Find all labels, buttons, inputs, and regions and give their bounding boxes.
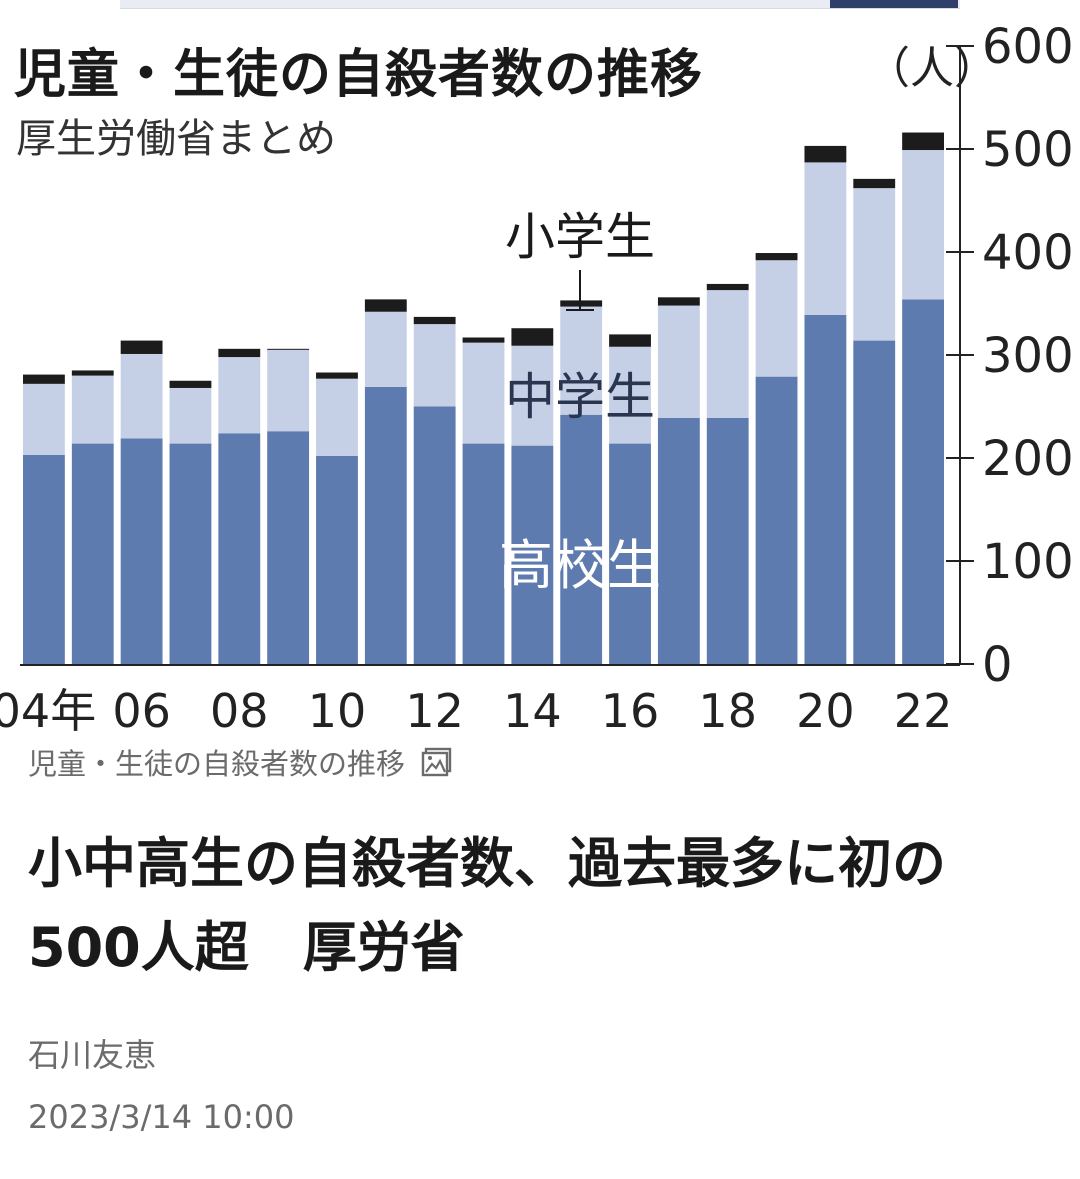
x-tick-label: 04年 [0, 684, 96, 738]
bar-segment-elementary [413, 316, 456, 325]
bar-segment-elementary [853, 178, 896, 189]
bar-segment-high-school [316, 455, 358, 664]
bar-segment-high-school [609, 443, 651, 664]
chart-figure[interactable]: 0 100 200 300 400 500 600 04年 06 08 10 12 14 16 18 20 22… [0, 14, 1080, 738]
image-icon[interactable] [421, 746, 453, 778]
bar-segment-junior-high [218, 357, 261, 434]
bar-segment-elementary [218, 348, 261, 358]
bar-segment-elementary [511, 328, 554, 346]
bar-segment-junior-high [609, 346, 651, 444]
bar-segment-high-school [853, 340, 896, 664]
bar-segment-junior-high [364, 311, 407, 387]
bar-segment-junior-high [462, 342, 505, 444]
x-tick-label: 16 [601, 684, 660, 738]
series-label-junior-high: 中学生 [505, 368, 655, 426]
bar-segment-junior-high [267, 349, 310, 432]
article-headline: 小中高生の自殺者数、過去最多に初の500人超 厚労省 [28, 832, 946, 979]
bar-segment-junior-high [316, 378, 358, 456]
x-tick-label: 12 [405, 684, 464, 738]
bar-segment-junior-high [560, 306, 603, 415]
bar-segment-high-school [657, 417, 700, 664]
y-tick-label: 300 [982, 328, 1074, 384]
series-label-high-school: 高校生 [499, 534, 661, 597]
x-tick-label: 20 [796, 684, 855, 738]
bar-segment-junior-high [169, 387, 212, 444]
bar-segment-high-school [120, 438, 163, 664]
x-tick-label: 08 [210, 684, 269, 738]
bar-segment-high-school [706, 417, 749, 664]
bar-segment-junior-high [413, 324, 456, 407]
bar-segment-junior-high [23, 383, 65, 455]
bar-segment-elementary [657, 297, 700, 306]
bar-segment-elementary [902, 132, 944, 151]
x-tick-label: 06 [112, 684, 171, 738]
bar-segment-elementary [71, 370, 114, 376]
bar-segment-high-school [23, 454, 65, 664]
y-tick-label: 400 [982, 225, 1074, 281]
bar-segment-elementary [316, 372, 358, 379]
bar-segment-high-school [755, 376, 798, 664]
bar-segment-junior-high [902, 150, 944, 300]
bar-segment-junior-high [853, 188, 896, 341]
article-author[interactable]: 石川友恵 [28, 1036, 157, 1074]
bar-segment-elementary [169, 380, 212, 388]
bar-segment-high-school [364, 386, 407, 664]
bar-segment-high-school [462, 443, 505, 664]
bar-segment-junior-high [706, 290, 749, 418]
article-timestamp: 2023/3/14 10:00 [28, 1098, 295, 1136]
bar-segment-elementary [609, 334, 651, 347]
stacked-bar-chart: 0 100 200 300 400 500 600 04年 06 08 10 12 14 16 18 20 22… [0, 19, 1074, 738]
bar-segment-junior-high [657, 305, 700, 418]
bar-segment-junior-high [804, 162, 847, 315]
bar-segment-junior-high [755, 260, 798, 377]
y-axis-unit-label: （人） [866, 43, 998, 94]
x-tick-label: 14 [503, 684, 562, 738]
bar-segment-elementary [560, 300, 603, 307]
bar-segment-high-school [413, 406, 456, 664]
y-tick-label: 500 [982, 122, 1074, 178]
bar-segment-elementary [364, 299, 407, 312]
bar-segment-elementary [23, 374, 65, 384]
bar-segment-elementary [120, 340, 163, 354]
x-tick-label: 10 [308, 684, 367, 738]
header-bar [120, 0, 960, 9]
figure-caption-row[interactable]: 児童・生徒の自殺者数の推移 [28, 742, 453, 782]
bar-segment-high-school [511, 445, 554, 664]
bar-segment-elementary [267, 348, 310, 350]
y-tick-label: 0 [982, 637, 1013, 693]
bar-segment-junior-high [120, 353, 163, 439]
bar-segment-elementary [804, 145, 847, 163]
x-tick-label: 22 [894, 684, 953, 738]
bar-segment-high-school [169, 443, 212, 664]
series-label-elementary: 小学生 [505, 208, 655, 266]
bar-segment-junior-high [71, 375, 114, 444]
y-tick-label: 600 [982, 19, 1074, 75]
bar-segment-junior-high [511, 345, 554, 446]
y-tick-label: 200 [982, 431, 1074, 487]
x-tick-label: 18 [698, 684, 757, 738]
chart-subtitle: 厚生労働省まとめ [16, 116, 336, 162]
bar-segment-high-school [218, 433, 261, 664]
bar-segment-high-school [804, 314, 847, 664]
bar-segment-high-school [71, 443, 114, 664]
bar-segment-high-school [267, 431, 310, 664]
bar-segment-elementary [755, 253, 798, 261]
header-accent [830, 0, 958, 8]
bar-segment-elementary [706, 283, 749, 291]
bar-segment-high-school [560, 414, 603, 664]
y-tick-label: 100 [982, 534, 1074, 590]
figure-caption: 児童・生徒の自殺者数の推移 [28, 747, 406, 781]
top-header-strip [0, 0, 1080, 10]
bar-segment-high-school [902, 299, 944, 664]
bar-segment-elementary [462, 337, 505, 343]
chart-title: 児童・生徒の自殺者数の推移 [14, 45, 704, 105]
